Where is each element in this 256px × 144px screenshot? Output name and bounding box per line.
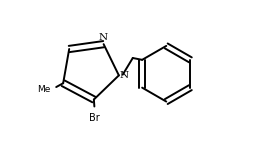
Text: N: N: [98, 33, 107, 42]
Text: Br: Br: [89, 113, 100, 123]
Text: Me: Me: [38, 85, 51, 94]
Text: N: N: [120, 71, 129, 79]
